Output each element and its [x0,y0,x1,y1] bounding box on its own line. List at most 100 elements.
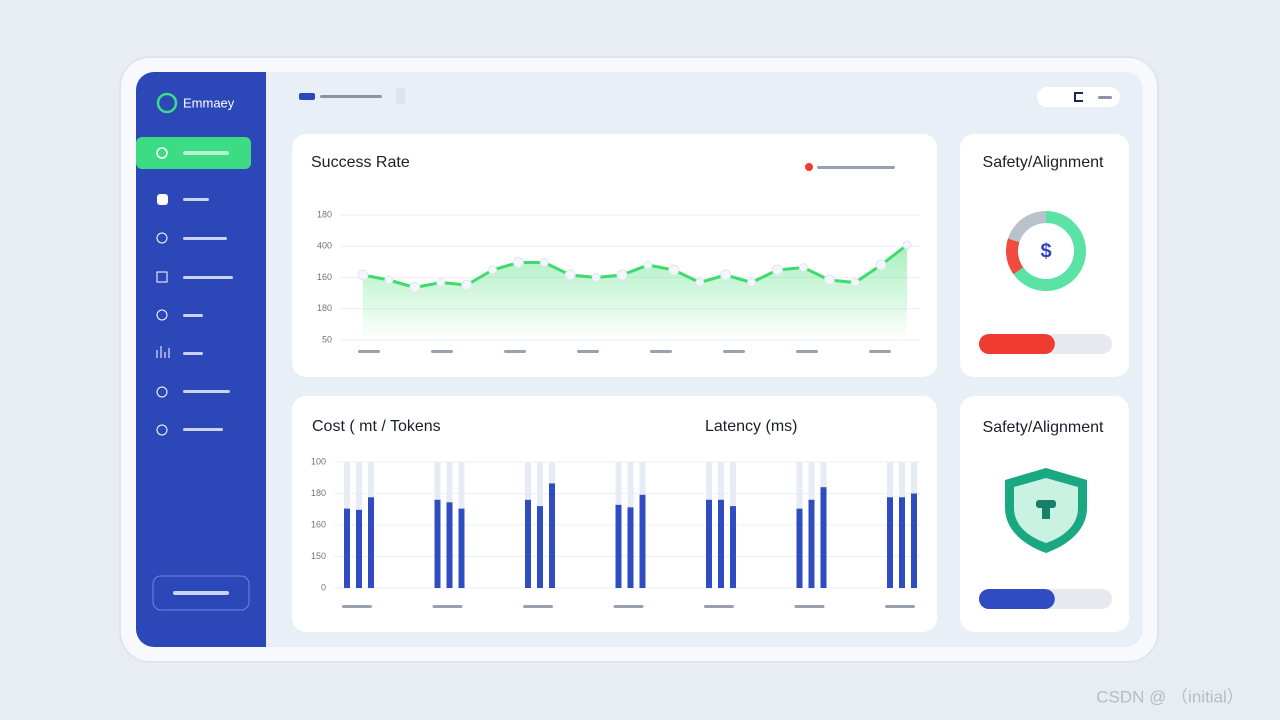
card-subtitle: Latency (ms) [705,418,797,435]
bar [537,506,543,588]
nav-icon [156,386,168,398]
brand-logo [156,92,178,114]
nav-item[interactable] [157,194,209,205]
bar [434,499,441,588]
line-point [539,258,549,267]
bar [730,506,736,588]
line-point [902,240,912,250]
bar [718,499,724,588]
line-point [564,269,576,281]
line-point [591,273,601,282]
shield-icon [1005,468,1087,553]
line-point [643,260,653,270]
bar [639,494,646,588]
x-label [794,605,825,608]
bar [356,509,362,588]
x-label [577,350,599,353]
sidebar-button[interactable] [152,575,250,611]
x-label [613,605,644,608]
nav-icon [156,147,168,159]
brand-name: Emmaey [183,95,235,110]
y-tick-label: 400 [317,241,332,251]
legend-text [817,166,895,169]
top-text [1098,96,1112,99]
shield-symbol [1042,507,1050,519]
nav-item[interactable] [156,386,230,398]
top-icon [1074,92,1083,102]
bar [911,493,917,588]
line-point [771,264,783,276]
card [960,134,1129,377]
line-point [720,269,732,281]
line-point [512,257,524,268]
line-point [461,279,473,291]
watermark: CSDN @ （initial） [1096,687,1244,706]
x-label [432,605,463,608]
donut-segment [1006,211,1086,291]
nav-item[interactable] [156,309,203,321]
progress-bar [979,589,1055,609]
progress-bar [979,334,1055,354]
nav-text [183,276,233,279]
x-label [431,350,453,353]
nav-item[interactable] [156,232,227,244]
nav-text [183,352,203,355]
nav-text [183,314,203,317]
top-control[interactable] [1037,87,1120,107]
donut-icon: $ [1040,240,1051,262]
y-tick-label: 160 [317,272,332,282]
nav-icon [156,424,168,436]
bar [808,499,815,588]
breadcrumb [320,95,382,98]
bar [627,507,634,588]
nav-item[interactable] [156,424,223,436]
line [362,243,908,289]
bar [706,499,712,588]
nav-icon [156,271,168,283]
x-label [704,605,734,608]
x-label [523,605,553,608]
line-point [409,282,421,293]
bar [615,504,622,588]
card-title: Safety/Alignment [983,154,1105,171]
y-tick-label: 50 [322,334,332,344]
line-point [668,264,680,276]
line-point [823,274,835,286]
y-tick-label: 160 [311,519,326,529]
nav-items [156,194,233,436]
x-label [869,350,891,353]
bar [887,497,893,588]
line-point [488,265,498,275]
line-point [616,269,628,281]
nav-text [183,428,223,431]
divider [396,88,405,104]
y-tick-label: 180 [317,209,332,219]
nav-item[interactable] [156,346,203,358]
line-point [436,278,446,287]
bar [458,508,465,588]
bar [368,497,374,588]
x-label [342,605,372,608]
line-point [747,278,757,287]
sidebar [136,72,266,647]
x-label [650,350,672,353]
y-tick-label: 100 [311,456,326,466]
card-title: Cost ( mt / Tokens [312,418,441,435]
bar [820,487,827,588]
nav-text [183,151,229,155]
nav-icon [156,346,170,358]
shield-symbol [1036,500,1056,508]
nav-icon [156,232,168,244]
y-tick-label: 180 [317,303,332,313]
x-label [504,350,526,353]
card-title: Safety/Alignment [983,419,1105,436]
bar [796,508,803,588]
nav-text [183,390,230,393]
nav-item[interactable] [156,271,233,283]
y-tick-label: 180 [311,488,326,498]
legend-dot [805,163,813,171]
x-label [723,350,745,353]
donut-segment [1006,211,1086,291]
card-title: Success Rate [311,154,410,171]
